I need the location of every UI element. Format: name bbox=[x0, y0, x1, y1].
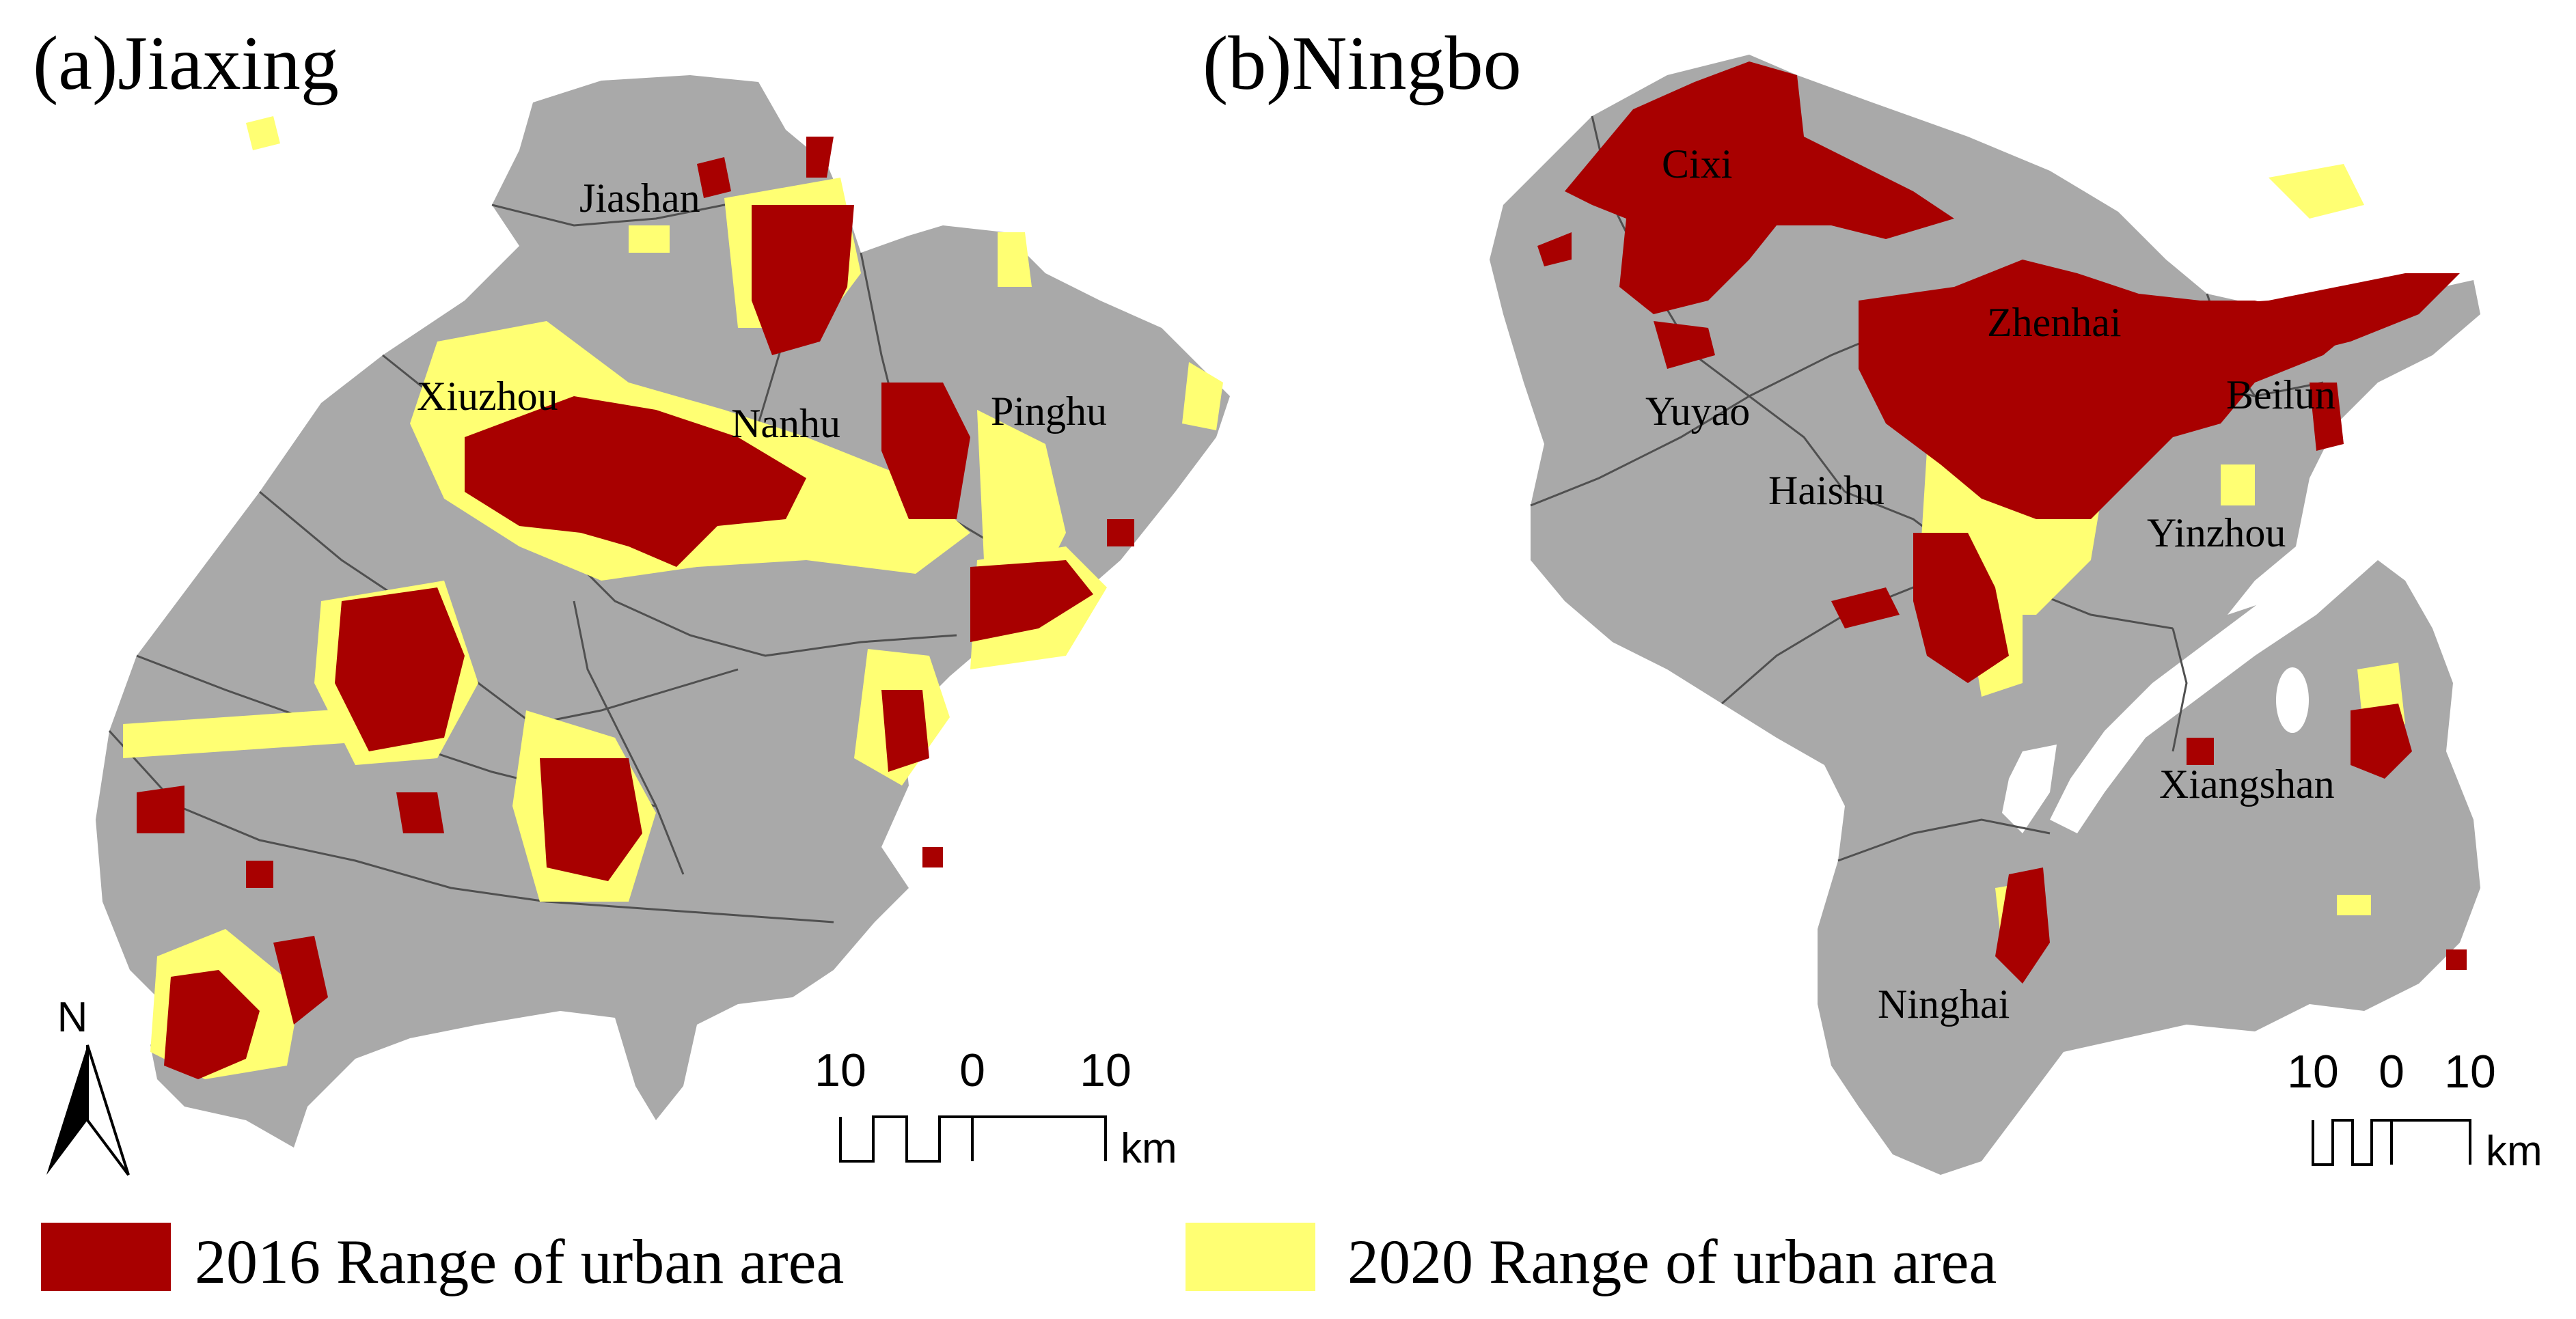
district-label-cixi: Cixi bbox=[1662, 141, 1732, 186]
scale-unit: km bbox=[1121, 1125, 1177, 1172]
scale-label-zero: 0 bbox=[959, 1044, 985, 1096]
jiaxing-scale-bar: 10 0 10 km bbox=[814, 1044, 1177, 1172]
legend-swatch-2016 bbox=[41, 1223, 171, 1291]
jiaxing-urban-2016 bbox=[137, 137, 1134, 1079]
panel-b-title: (b)Ningbo bbox=[1203, 21, 1522, 106]
legend-item-2020: 2020 Range of urban area bbox=[1186, 1223, 1997, 1296]
ningbo-bay bbox=[2050, 560, 2378, 833]
ningbo-urban-2016 bbox=[1537, 61, 2467, 984]
district-label-yinzhou: Yinzhou bbox=[2147, 510, 2286, 555]
jiaxing-land bbox=[96, 75, 1230, 1148]
district-label-jiashan: Jiashan bbox=[579, 176, 700, 221]
district-label-nanhu: Nanhu bbox=[731, 401, 840, 446]
ningbo-scale-bar: 10 0 10 km bbox=[2287, 1046, 2542, 1175]
north-arrow-icon: N bbox=[46, 994, 130, 1176]
legend-swatch-2020 bbox=[1186, 1223, 1315, 1291]
district-label-zhenhai: Zhenhai bbox=[1987, 300, 2122, 345]
scale-label-left: 10 bbox=[2287, 1046, 2339, 1098]
panel-jiaxing: (a)Jiaxing bbox=[33, 21, 1230, 1176]
legend-label-2016: 2016 Range of urban area bbox=[195, 1227, 844, 1296]
panel-a-title: (a)Jiaxing bbox=[33, 21, 339, 106]
ningbo-lake bbox=[2276, 667, 2309, 733]
legend-item-2016: 2016 Range of urban area bbox=[41, 1223, 844, 1296]
district-label-xiuzhou: Xiuzhou bbox=[417, 374, 558, 419]
panel-ningbo: (b)Ningbo bbox=[1203, 21, 2543, 1175]
scale-label-zero: 0 bbox=[2379, 1046, 2404, 1098]
scale-label-right: 10 bbox=[1080, 1044, 1132, 1096]
scale-unit: km bbox=[2486, 1128, 2543, 1175]
district-label-beilun: Beilun bbox=[2226, 372, 2335, 417]
legend: 2016 Range of urban area 2020 Range of u… bbox=[41, 1223, 1997, 1296]
district-label-ninghai: Ninghai bbox=[1878, 982, 2010, 1027]
ningbo-inlet bbox=[2002, 745, 2057, 833]
district-label-haishu: Haishu bbox=[1768, 468, 1885, 513]
legend-label-2020: 2020 Range of urban area bbox=[1347, 1227, 1997, 1296]
district-label-xiangshan: Xiangshan bbox=[2159, 762, 2335, 807]
district-label-yuyao: Yuyao bbox=[1645, 389, 1750, 434]
scale-label-left: 10 bbox=[814, 1044, 866, 1096]
north-arrow-label: N bbox=[57, 994, 88, 1041]
district-label-pinghu: Pinghu bbox=[991, 389, 1107, 434]
scale-label-right: 10 bbox=[2444, 1046, 2496, 1098]
